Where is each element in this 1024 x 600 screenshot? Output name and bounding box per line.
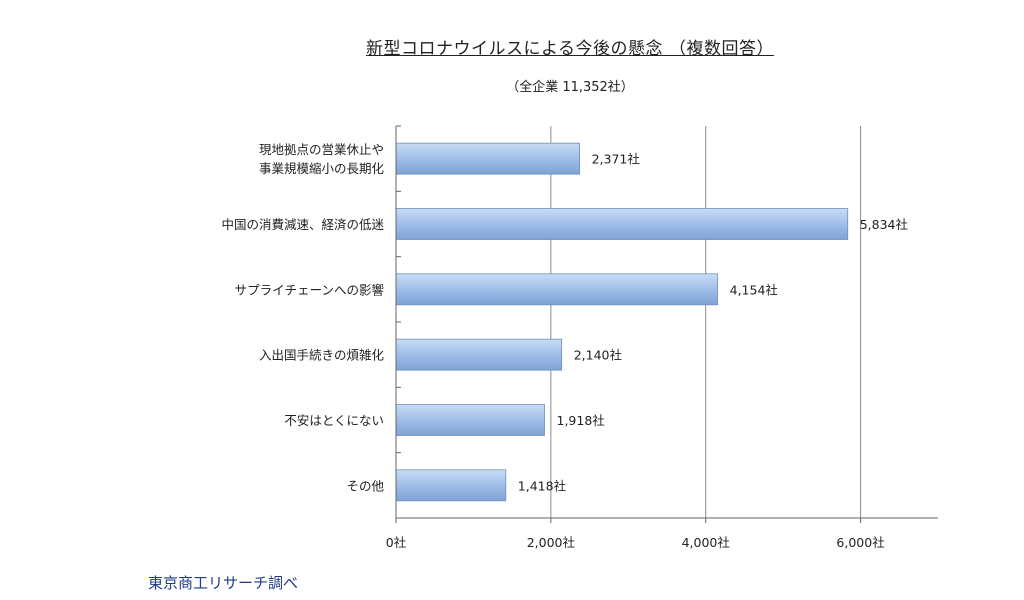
category-label: その他 — [346, 478, 384, 493]
chart-subtitle: （全企業 11,352社） — [506, 80, 634, 95]
x-tick-label: 2,000社 — [527, 535, 575, 550]
category-label: 不安はとくにない — [284, 413, 384, 428]
axes — [395, 125, 938, 523]
bar — [395, 208, 849, 240]
category-label: 事業規模縮小の長期化 — [259, 161, 385, 176]
bars — [395, 142, 849, 502]
bar — [395, 404, 545, 436]
value-label: 4,154社 — [730, 282, 778, 297]
value-label: 1,918社 — [557, 413, 605, 428]
x-tick-label: 0社 — [386, 535, 406, 550]
grid-lines — [550, 126, 862, 518]
category-label: 中国の消費減速、経済の低迷 — [221, 217, 384, 232]
value-label: 2,140社 — [574, 348, 622, 363]
value-label: 2,371社 — [592, 152, 640, 167]
category-label: 入出国手続きの煩雑化 — [259, 348, 385, 363]
category-label: サプライチェーンへの影響 — [235, 282, 384, 297]
category-label: 現地拠点の営業休止や — [259, 142, 384, 157]
source-note: 東京商工リサーチ調べ — [148, 574, 299, 592]
value-label: 5,834社 — [860, 217, 908, 232]
bar — [395, 273, 719, 306]
x-tick-label: 6,000社 — [836, 535, 884, 550]
bar — [395, 338, 563, 371]
bar — [395, 469, 507, 502]
x-tick-label: 4,000社 — [682, 535, 730, 550]
bar — [395, 142, 580, 175]
chart-title: 新型コロナウイルスによる今後の懸念 （複数回答） — [366, 39, 774, 59]
value-label: 1,418社 — [518, 478, 566, 493]
